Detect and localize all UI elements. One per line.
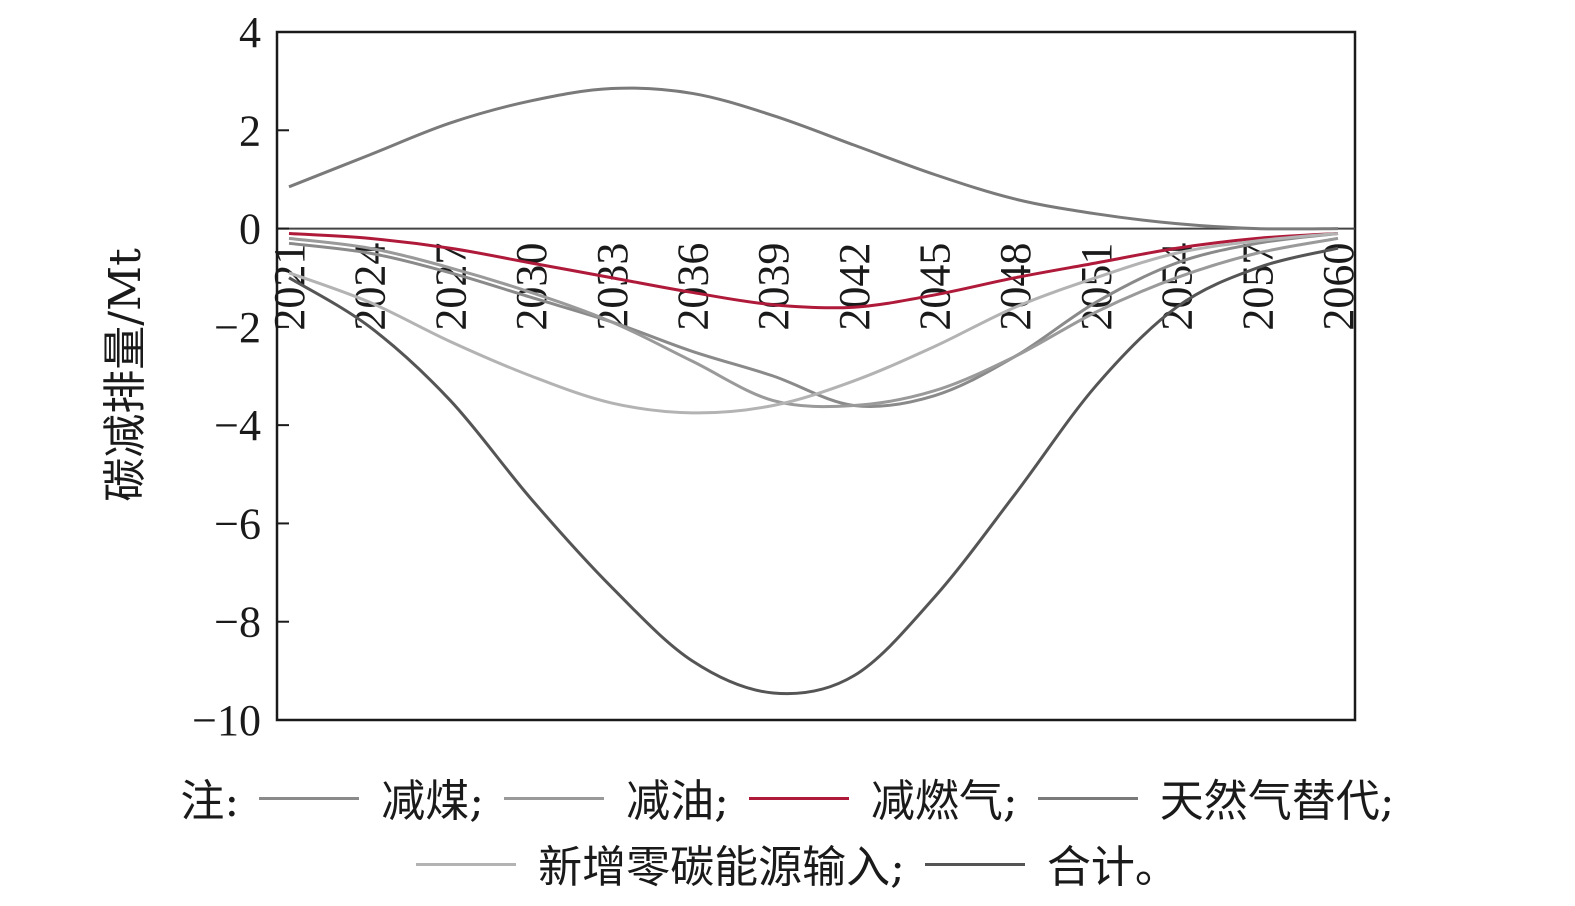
x-tick-label: 2051: [1072, 243, 1121, 331]
plot-area: [275, 30, 1357, 722]
legend-row-2: 新增零碳能源输入; 合计。: [0, 846, 1575, 890]
x-tick-label: 2048: [991, 243, 1040, 331]
y-tick-label: 4: [239, 8, 261, 57]
chart: 420−2−4−6−8−10 2021 2024 2027 2030 2033 2036 2…: [100, 8, 1363, 745]
series-oil-line: [288, 236, 1339, 409]
legend-swatch-oil: [504, 796, 605, 800]
y-tick-label: −4: [214, 401, 261, 450]
series-lines: [288, 86, 1339, 696]
y-tick-label: −8: [214, 598, 261, 647]
series-gas-line: [288, 231, 1339, 310]
legend-item-zero-carbon: 新增零碳能源输入;: [538, 842, 905, 893]
x-tick-label: 2039: [749, 243, 798, 331]
legend-item-gas-substitution: 天然气替代;: [1159, 776, 1395, 827]
series-gas-substitution-line: [288, 86, 1339, 231]
y-tick-label: −6: [214, 499, 261, 548]
x-tick-label: 2060: [1314, 243, 1363, 331]
legend-item-oil: 减油;: [626, 776, 729, 827]
x-axis: 2021 2024 2027 2030 2033 2036 2039 2042 2045 2048…: [265, 243, 1363, 331]
y-tick-label: 0: [239, 205, 261, 254]
series-coal-line: [288, 231, 1339, 409]
y-axis-label: 碳减排量/Mt: [100, 248, 151, 502]
legend-swatch-zero-carbon: [416, 862, 517, 866]
legend-note-label: 注:: [180, 776, 240, 827]
legend-swatch-coal: [259, 796, 360, 800]
x-tick-label: 2057: [1233, 243, 1282, 331]
x-tick-label: 2045: [911, 243, 960, 331]
legend-item-gas: 减燃气;: [870, 776, 1018, 827]
x-tick-label: 2036: [668, 243, 717, 331]
legend-swatch-gas: [748, 796, 849, 800]
y-tick-label: −2: [214, 303, 261, 352]
x-tick-label: 2027: [426, 243, 475, 331]
legend-swatch-total: [924, 862, 1025, 866]
legend-row-1: 注: 减煤; 减油; 减燃气; 天然气替代;: [0, 780, 1575, 824]
series-total-line: [288, 246, 1339, 696]
legend-item-coal: 减煤;: [381, 776, 485, 827]
plot-frame: [275, 30, 1357, 722]
series-zero-carbon-line: [288, 231, 1339, 415]
legend-swatch-gas-substitution: [1037, 796, 1138, 800]
y-tick-label: −10: [192, 696, 261, 745]
y-tick-label: 2: [239, 106, 261, 155]
x-tick-label: 2042: [830, 243, 879, 331]
y-axis: 4 2 0 −2 −4 −6 −8 −10: [192, 8, 289, 745]
legend-item-total: 合计。: [1046, 842, 1179, 893]
